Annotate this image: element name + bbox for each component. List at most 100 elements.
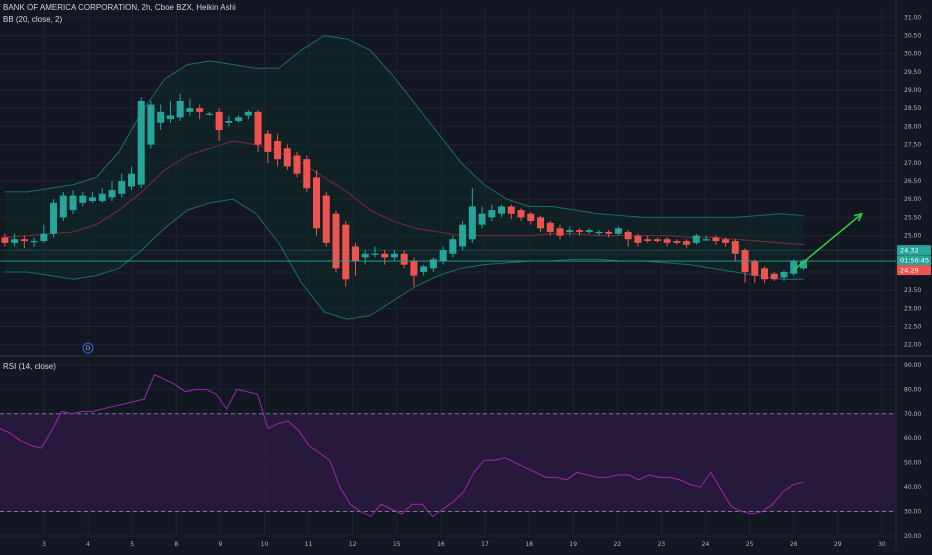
candle <box>420 264 428 276</box>
candle <box>235 115 243 123</box>
candle-body <box>488 210 496 218</box>
candle-body <box>11 239 19 243</box>
candle-body <box>478 213 486 225</box>
candle-body <box>147 104 155 145</box>
candle <box>390 250 398 262</box>
candle-body <box>537 217 545 229</box>
overlay: D <box>0 212 896 354</box>
candle <box>624 230 632 247</box>
candle <box>595 230 603 236</box>
candle-body <box>556 228 564 236</box>
candle-body <box>390 253 398 258</box>
candle-body <box>566 230 574 232</box>
candle-body <box>361 253 369 258</box>
candle <box>429 257 437 272</box>
candle <box>400 250 408 269</box>
candle <box>702 235 710 242</box>
candle <box>371 246 379 258</box>
candle-body <box>322 195 330 243</box>
candle <box>614 226 622 236</box>
candle-body <box>605 231 613 234</box>
candle-body <box>429 259 437 269</box>
date-tick-label: 30 <box>878 541 886 548</box>
candle-body <box>205 113 213 115</box>
price-tick-label: 31.00 <box>904 14 921 21</box>
candle <box>89 191 97 203</box>
bb-fill <box>4 35 804 320</box>
candle-body <box>381 253 389 258</box>
rsi-legend[interactable]: RSI (14, close) <box>3 362 56 371</box>
date-tick-label: 26 <box>790 541 798 548</box>
date-tick-label: 5 <box>130 541 134 548</box>
candle-body <box>127 173 135 187</box>
rsi-pane <box>0 373 896 518</box>
candle <box>449 235 457 258</box>
bollinger-bands <box>4 34 804 320</box>
candle <box>673 239 681 245</box>
candle-body <box>614 228 622 234</box>
candle-body <box>498 206 506 214</box>
candle-body <box>313 177 321 229</box>
candle-body <box>780 271 788 278</box>
candle <box>488 204 496 222</box>
symbol-legend[interactable]: BANK OF AMERICA CORPORATION, 2h, Cboe BZ… <box>3 3 236 12</box>
candle <box>108 181 116 202</box>
candle <box>79 191 87 207</box>
candle <box>575 228 583 236</box>
candle <box>566 226 574 236</box>
candle <box>751 259 759 283</box>
candle-body <box>692 235 700 243</box>
candle-body <box>770 273 778 280</box>
candle-body <box>59 195 67 218</box>
candle-body <box>790 261 798 274</box>
rsi-tick-label: 70.00 <box>904 411 921 418</box>
candle <box>439 246 447 265</box>
candle-body <box>342 224 350 280</box>
candle <box>147 100 155 149</box>
rsi-tick-label: 30.00 <box>904 509 921 516</box>
candle-body <box>303 159 311 189</box>
candle-body <box>244 111 252 116</box>
candle <box>517 208 525 222</box>
candle <box>498 204 506 218</box>
date-tick-label: 8 <box>174 541 178 548</box>
candle-body <box>40 233 48 242</box>
candle-body <box>449 239 457 254</box>
candle-body <box>722 239 730 243</box>
rsi-tick-label: 20.00 <box>904 533 921 540</box>
candle-body <box>624 231 632 240</box>
candle-body <box>137 100 145 185</box>
candle <box>30 237 38 247</box>
candle <box>663 237 671 247</box>
candle-body <box>332 213 340 269</box>
candle-body <box>410 261 418 276</box>
candle <box>770 271 778 282</box>
candle-body <box>575 230 583 232</box>
candle <box>225 115 233 127</box>
price-tick-label: 22.50 <box>904 324 921 331</box>
candle-body <box>420 266 428 272</box>
candle <box>127 166 135 191</box>
candle <box>556 224 564 240</box>
price-tag-upper: 24.32 <box>900 246 919 254</box>
candle-body <box>98 193 106 202</box>
candle-body <box>20 239 28 242</box>
candle-body <box>585 230 593 232</box>
candle-body <box>673 241 681 243</box>
candle-body <box>761 268 769 280</box>
candle-body <box>118 181 126 194</box>
candle-body <box>1 237 9 243</box>
candle <box>98 188 106 203</box>
candle <box>313 170 321 236</box>
candle-body <box>79 195 87 203</box>
price-tick-label: 28.00 <box>904 123 921 130</box>
bb-legend[interactable]: BB (20, close, 2) <box>3 15 63 24</box>
rsi-tick-label: 40.00 <box>904 484 921 491</box>
candle <box>1 233 9 247</box>
candle-body <box>351 246 359 262</box>
candle-body <box>235 117 243 121</box>
bb-basis-line <box>4 140 804 246</box>
date-tick-label: 16 <box>437 541 445 548</box>
